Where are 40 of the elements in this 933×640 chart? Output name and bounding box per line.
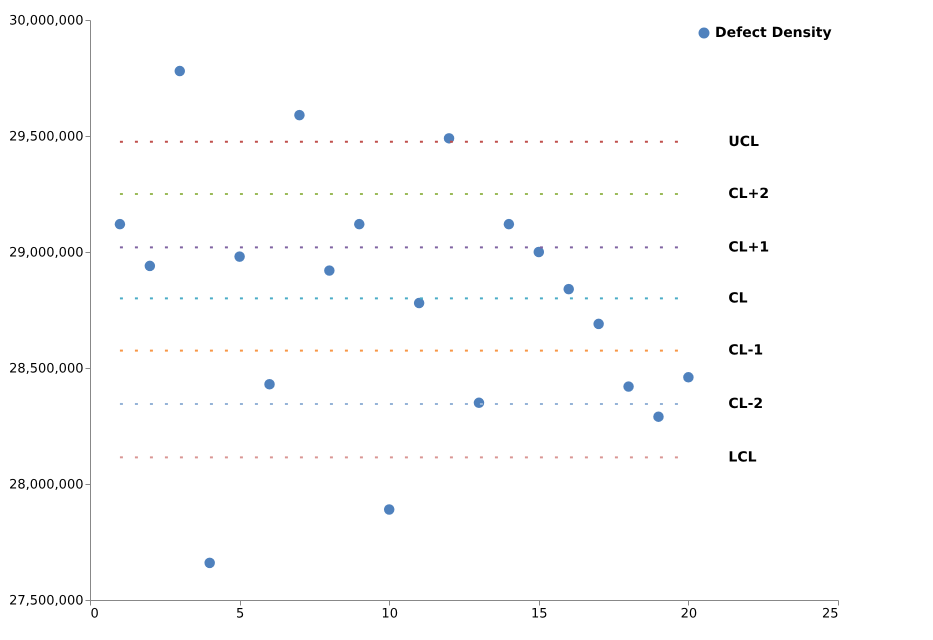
point bbox=[683, 372, 694, 383]
point bbox=[204, 558, 215, 568]
point bbox=[324, 265, 335, 276]
ref-line-label: CL+2 bbox=[728, 186, 770, 202]
y-tick-label: 27,500,000 bbox=[9, 594, 84, 608]
point bbox=[534, 246, 544, 258]
point bbox=[593, 318, 604, 330]
y-tick-label: 28,000,000 bbox=[9, 478, 84, 492]
point bbox=[653, 411, 664, 422]
point bbox=[474, 398, 484, 408]
point bbox=[174, 66, 186, 76]
point bbox=[114, 218, 126, 230]
point bbox=[234, 251, 245, 262]
ref-line-label: LCL bbox=[728, 449, 757, 466]
point bbox=[384, 504, 394, 515]
ref-line-label: CL-2 bbox=[728, 396, 764, 412]
ref-line-label: CL bbox=[728, 290, 748, 306]
y-tick-label: 28,500,000 bbox=[9, 362, 84, 376]
x-tick-label: 25 bbox=[822, 606, 838, 622]
point bbox=[563, 284, 574, 294]
point bbox=[264, 379, 275, 390]
point bbox=[144, 260, 156, 272]
point bbox=[414, 298, 424, 308]
x-tick-label: 0 bbox=[90, 606, 99, 622]
y-tick-label: 29,500,000 bbox=[9, 130, 84, 144]
legend-label: Defect Density bbox=[715, 25, 832, 41]
x-tick-label: 20 bbox=[680, 606, 698, 622]
ref-line-label: CL+1 bbox=[728, 239, 770, 256]
point bbox=[354, 218, 365, 230]
x-tick-label: 10 bbox=[381, 606, 398, 622]
ref-line-label: CL-1 bbox=[728, 342, 764, 359]
x-tick-label: 15 bbox=[531, 606, 548, 622]
point bbox=[444, 133, 454, 144]
point bbox=[294, 110, 305, 120]
y-tick-label: 29,000,000 bbox=[9, 246, 84, 260]
ref-line-label: UCL bbox=[728, 134, 760, 150]
point bbox=[623, 381, 634, 392]
y-tick-label: 30,000,000 bbox=[9, 14, 84, 28]
x-tick-label: 5 bbox=[236, 606, 244, 622]
point bbox=[504, 218, 514, 230]
